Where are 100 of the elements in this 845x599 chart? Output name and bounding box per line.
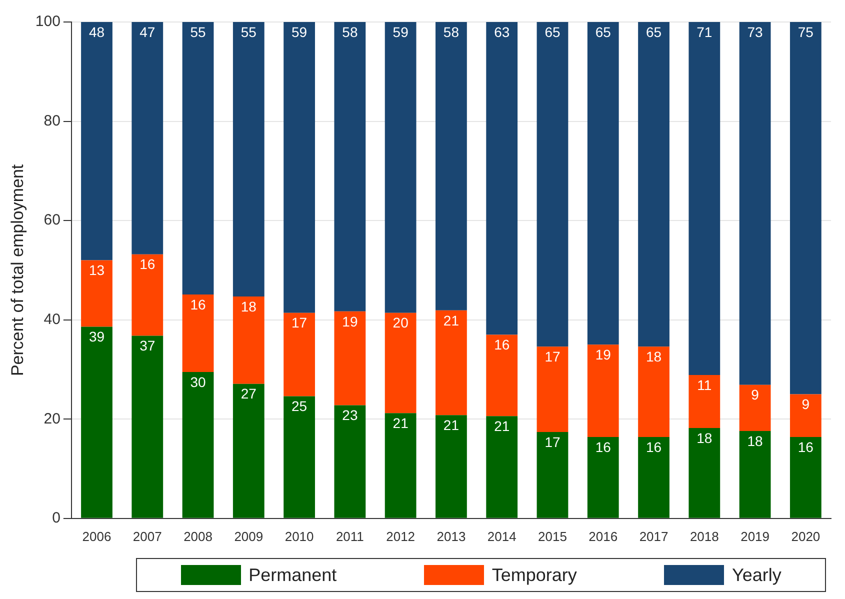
bar (334, 22, 366, 312)
bar (384, 312, 416, 414)
data-label: 18 (747, 432, 764, 449)
data-label: 19 (342, 313, 358, 330)
y-tick-label: 20 (44, 410, 60, 428)
data-label: 18 (696, 430, 712, 446)
bar (739, 22, 771, 385)
bar (284, 22, 315, 313)
bar (334, 311, 366, 406)
data-label: 25 (292, 398, 308, 414)
bar (436, 415, 467, 518)
x-tick-label: 2015 (538, 528, 567, 544)
data-label: 58 (443, 24, 460, 40)
data-label: 58 (342, 24, 358, 40)
data-label: 39 (88, 328, 105, 345)
data-label: 16 (646, 438, 662, 455)
data-label: 9 (802, 396, 810, 412)
bar (638, 22, 670, 347)
data-label: 20 (392, 314, 409, 331)
bar (486, 334, 518, 416)
y-tick-label: 100 (35, 13, 60, 30)
data-label: 18 (240, 298, 257, 314)
bar (334, 405, 366, 518)
data-label: 16 (494, 336, 510, 353)
x-tick-label: 2006 (82, 528, 112, 544)
bar (132, 22, 164, 254)
bar (81, 326, 112, 518)
legend-label: Yearly (732, 564, 782, 586)
legend-label: Temporary (492, 564, 577, 586)
bar (688, 428, 720, 518)
data-label: 73 (747, 24, 764, 40)
bar (536, 346, 568, 432)
data-label: 16 (595, 438, 612, 455)
y-tick-label: 40 (44, 310, 60, 328)
data-label: 37 (140, 338, 156, 354)
x-tick-label: 2018 (690, 528, 719, 544)
bar (81, 260, 112, 327)
bar (587, 436, 619, 518)
bar (790, 436, 822, 518)
data-label: 65 (595, 24, 612, 40)
data-label: 55 (190, 24, 206, 40)
bar (232, 296, 264, 384)
data-label: 65 (646, 24, 662, 40)
x-tick-label: 2008 (184, 528, 212, 544)
bar (284, 312, 315, 396)
x-tick-label: 2016 (588, 528, 618, 544)
data-label: 59 (292, 24, 308, 40)
data-label: 16 (140, 256, 156, 272)
y-tick-label: 0 (52, 510, 60, 527)
bar (638, 346, 670, 437)
bar (587, 344, 619, 437)
bar (182, 294, 214, 372)
bar (384, 22, 416, 313)
bar (132, 336, 164, 518)
x-tick-label: 2007 (132, 528, 162, 544)
bar (284, 396, 315, 518)
data-label: 48 (88, 24, 105, 40)
bar (384, 413, 416, 518)
legend-label: Permanent (248, 564, 337, 586)
data-label: 19 (595, 346, 612, 363)
data-label: 30 (190, 374, 206, 390)
x-tick-label: 2013 (436, 528, 466, 544)
data-label: 21 (494, 418, 510, 434)
bar (536, 432, 568, 518)
x-tick-label: 2010 (284, 528, 314, 544)
bar (232, 22, 264, 297)
data-label: 23 (342, 407, 358, 424)
data-label: 71 (696, 24, 712, 40)
bar (739, 384, 771, 432)
data-label: 21 (392, 415, 409, 432)
bar (638, 436, 670, 518)
bar (739, 431, 771, 518)
bar (182, 22, 214, 295)
data-label: 21 (443, 312, 460, 328)
data-label: 47 (140, 24, 156, 40)
bar (436, 22, 467, 310)
x-tick-label: 2009 (234, 528, 264, 544)
bar (486, 22, 518, 335)
data-label: 17 (292, 314, 308, 331)
bar (81, 22, 112, 260)
bar (436, 310, 467, 416)
x-tick-label: 2020 (791, 528, 820, 544)
data-label: 75 (798, 24, 814, 40)
data-label: 18 (646, 348, 662, 365)
data-label: 63 (494, 24, 510, 40)
bar (182, 372, 214, 518)
data-label: 65 (544, 24, 560, 40)
data-label: 59 (392, 24, 409, 40)
bar (587, 22, 619, 345)
data-label: 13 (88, 262, 105, 278)
x-tick-label: 2017 (639, 528, 668, 544)
bar (132, 254, 164, 336)
bar (688, 22, 720, 375)
bar (688, 374, 720, 428)
data-label: 11 (697, 376, 712, 393)
data-label: 16 (798, 438, 814, 455)
x-tick-label: 2012 (386, 528, 416, 544)
bar (232, 384, 264, 518)
data-label: 21 (443, 417, 460, 434)
data-label: 16 (190, 296, 206, 312)
